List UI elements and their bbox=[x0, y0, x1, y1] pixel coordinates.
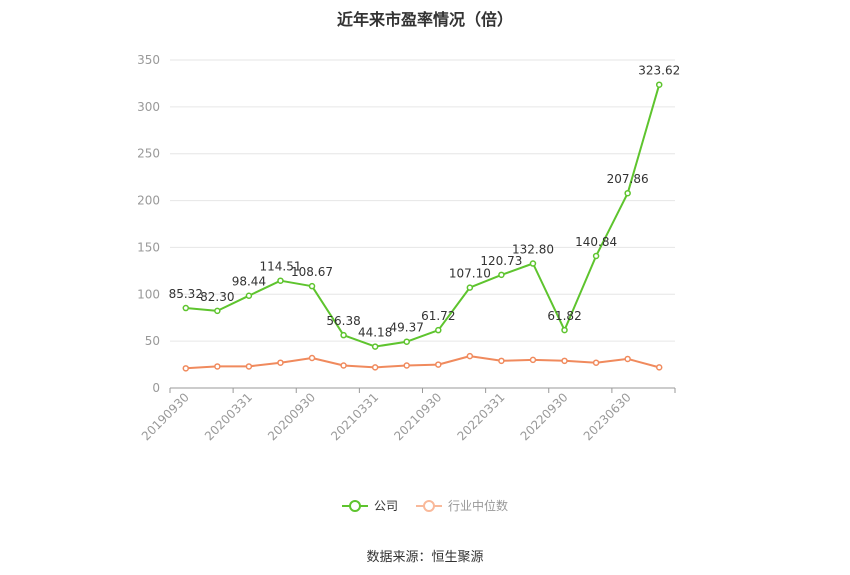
company-data-point bbox=[214, 307, 221, 315]
industry-data-point bbox=[529, 356, 537, 364]
industry-data-point bbox=[182, 365, 190, 372]
company-data-label: 82.30 bbox=[200, 290, 234, 304]
industry-data-point bbox=[624, 355, 631, 363]
company-data-label: 98.44 bbox=[232, 275, 266, 289]
legend-item-company[interactable]: 公司 bbox=[341, 497, 398, 514]
company-data-point bbox=[435, 326, 442, 334]
company-data-label: 85.32 bbox=[169, 287, 203, 301]
company-data-label: 132.80 bbox=[512, 243, 554, 257]
y-tick-label: 300 bbox=[137, 100, 160, 114]
chart-title: 近年来市盈率情况（倍） bbox=[336, 10, 513, 29]
x-tick-label: 20220331 bbox=[454, 390, 507, 443]
company-data-point bbox=[308, 282, 316, 290]
legend-item-industry[interactable]: 行业中位数 bbox=[416, 497, 508, 514]
company-data-label: 61.72 bbox=[421, 309, 455, 323]
x-tick-label: 20210930 bbox=[391, 390, 444, 443]
company-data-label: 323.62 bbox=[638, 64, 680, 78]
legend-industry-marker bbox=[416, 499, 442, 513]
company-data-point bbox=[277, 277, 284, 284]
industry-data-point bbox=[277, 359, 284, 366]
industry-data-point bbox=[498, 357, 505, 365]
industry-data-point bbox=[655, 364, 663, 371]
company-data-point bbox=[466, 284, 474, 291]
y-tick-label: 250 bbox=[137, 147, 160, 161]
company-data-point bbox=[498, 271, 505, 279]
company-pe-line bbox=[185, 84, 661, 348]
y-tick-label: 350 bbox=[137, 53, 160, 67]
x-tick-label: 20220930 bbox=[518, 390, 571, 443]
industry-data-point bbox=[308, 354, 316, 362]
legend-company-marker bbox=[341, 499, 368, 513]
company-data-label: 56.38 bbox=[326, 314, 360, 328]
industry-data-point bbox=[340, 362, 347, 369]
company-data-point bbox=[655, 81, 663, 88]
company-data-label: 107.10 bbox=[449, 267, 491, 281]
industry-data-point bbox=[245, 363, 253, 370]
y-tick-label: 50 bbox=[145, 334, 160, 348]
company-data-label: 207.86 bbox=[607, 172, 649, 186]
company-data-label: 140.84 bbox=[575, 235, 617, 249]
company-data-label: 61.82 bbox=[547, 309, 581, 323]
legend-industry-label: 行业中位数 bbox=[448, 499, 509, 513]
industry-data-point bbox=[435, 361, 442, 368]
x-tick-label: 20200930 bbox=[265, 390, 318, 443]
company-data-point bbox=[182, 304, 190, 312]
company-data-label: 120.73 bbox=[480, 254, 522, 268]
company-data-point bbox=[529, 260, 537, 267]
y-tick-label: 150 bbox=[137, 240, 160, 254]
company-data-point bbox=[245, 292, 253, 299]
x-tick-label: 20200331 bbox=[202, 390, 255, 443]
company-data-point bbox=[371, 343, 379, 350]
industry-median-line bbox=[185, 355, 660, 370]
industry-data-point bbox=[592, 359, 600, 366]
y-tick-label: 0 bbox=[152, 381, 160, 395]
company-data-point bbox=[340, 331, 347, 339]
y-tick-label: 200 bbox=[137, 194, 160, 208]
company-data-point bbox=[403, 338, 410, 345]
industry-data-point bbox=[371, 364, 379, 371]
industry-data-point bbox=[561, 357, 568, 365]
industry-data-point bbox=[466, 352, 474, 360]
x-tick-label: 20210331 bbox=[328, 390, 381, 443]
company-data-label: 108.67 bbox=[291, 265, 333, 279]
x-tick-label: 20190930 bbox=[139, 390, 192, 443]
company-data-label: 49.37 bbox=[390, 321, 424, 335]
company-data-point bbox=[561, 326, 568, 334]
chart-legend: 公司 行业中位数 bbox=[0, 497, 850, 514]
company-data-point bbox=[592, 252, 600, 260]
company-data-point bbox=[624, 189, 631, 197]
x-tick-label: 20230630 bbox=[581, 390, 634, 443]
industry-data-point bbox=[403, 362, 410, 369]
industry-data-point bbox=[214, 363, 221, 370]
data-source: 数据来源：恒生聚源 bbox=[366, 550, 484, 565]
company-data-label: 44.18 bbox=[358, 326, 392, 340]
y-tick-label: 100 bbox=[137, 287, 160, 301]
legend-company-label: 公司 bbox=[373, 499, 398, 513]
company-data-label: 114.51 bbox=[259, 260, 301, 274]
